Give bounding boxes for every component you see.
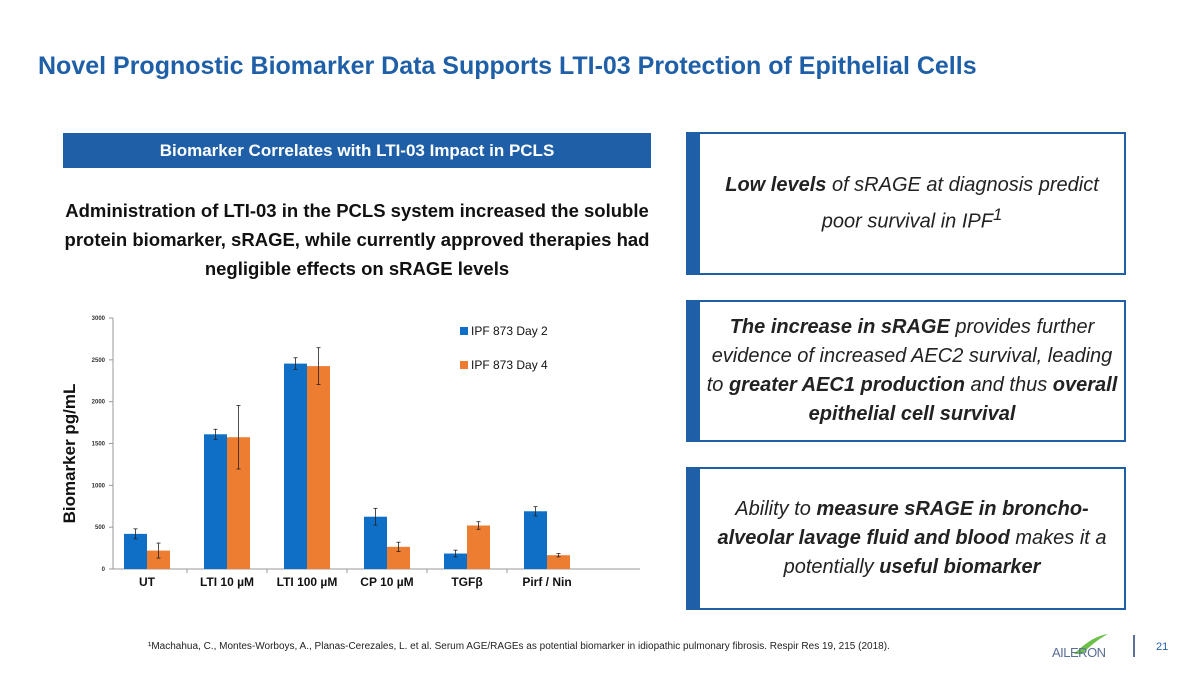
- callout-box-1: Low levels of sRAGE at diagnosis predict…: [686, 132, 1126, 275]
- x-tick-label: Pirf / Nin: [522, 575, 571, 589]
- x-tick-label: CP 10 µM: [360, 575, 413, 589]
- legend-swatch: [460, 361, 468, 369]
- callout-fragment: greater AEC1 production: [728, 374, 965, 396]
- callout-fragment: provides further evidence of increased A…: [706, 316, 1113, 396]
- legend-label: IPF 873 Day 4: [471, 358, 548, 372]
- bar-day2: [364, 516, 387, 569]
- callout-fragment: of sRAGE at diagnosis predict poor survi…: [821, 173, 1099, 233]
- callout-text: Low levels of sRAGE at diagnosis predict…: [706, 171, 1118, 237]
- footnote: ¹Machahua, C., Montes-Worboys, A., Plana…: [148, 641, 890, 652]
- bar-day4: [467, 525, 490, 569]
- callout-fragment: Low levels: [725, 173, 827, 196]
- callout-fragment: The increase in sRAGE: [729, 316, 950, 338]
- page-title: Novel Prognostic Biomarker Data Supports…: [38, 52, 977, 80]
- bar-day2: [444, 553, 467, 569]
- bar-day2: [124, 533, 147, 569]
- y-tick-label: 2500: [92, 358, 106, 364]
- y-tick-label: 1000: [92, 483, 106, 489]
- callout-fragment: overall epithelial cell survival: [808, 374, 1118, 425]
- bar-chart: 0 500 1000 1500 2000 2500 3000 Biomarker pg/mL U…: [60, 316, 640, 589]
- callout-fragment: and thus: [964, 374, 1053, 396]
- callout-box-3: Ability to measure sRAGE in broncho-alve…: [686, 467, 1126, 610]
- bar-day4: [547, 555, 570, 569]
- callout-fragment: measure sRAGE in broncho-alveolar lavage…: [717, 498, 1089, 549]
- bar-day4: [227, 437, 250, 569]
- callout-fragment: useful biomarker: [879, 556, 1041, 578]
- x-tick-label: LTI 100 µM: [277, 575, 338, 589]
- y-tick-label: 500: [95, 525, 106, 531]
- x-tick-label: LTI 10 µM: [200, 575, 254, 589]
- page-number: 21: [1156, 641, 1169, 653]
- bar-day4: [147, 550, 170, 569]
- callout-fragment: makes it a potentially: [783, 527, 1107, 578]
- legend-label: IPF 873 Day 2: [471, 324, 548, 338]
- callout-fragment: Ability to: [735, 498, 817, 520]
- x-tick-label: UT: [139, 575, 156, 589]
- bar-day4: [387, 546, 410, 569]
- bar-day2: [284, 363, 307, 569]
- lead-text: Administration of LTI-03 in the PCLS sys…: [64, 200, 650, 279]
- y-tick-label: 2000: [92, 400, 106, 406]
- svg-text:AILERON: AILERON: [1052, 645, 1106, 660]
- aileron-logo: AILERON: [1052, 634, 1108, 660]
- y-tick-label: 0: [102, 567, 106, 573]
- legend-swatch: [460, 327, 468, 335]
- callout-box-2: The increase in sRAGE provides further e…: [686, 300, 1126, 442]
- y-tick-label: 1500: [92, 442, 106, 448]
- y-tick-label: 3000: [92, 316, 106, 322]
- section-banner: Biomarker Correlates with LTI-03 Impact …: [63, 133, 651, 168]
- y-axis-label: Biomarker pg/mL: [60, 384, 79, 524]
- divider: [1133, 635, 1135, 657]
- x-tick-label: TGFβ: [451, 575, 482, 589]
- bar-day4: [307, 366, 330, 569]
- callout-text: Ability to measure sRAGE in broncho-alve…: [706, 495, 1118, 582]
- bar-day2: [524, 511, 547, 569]
- callout-fragment: 1: [992, 204, 1003, 224]
- callout-text: The increase in sRAGE provides further e…: [706, 313, 1118, 429]
- bar-day2: [204, 434, 227, 569]
